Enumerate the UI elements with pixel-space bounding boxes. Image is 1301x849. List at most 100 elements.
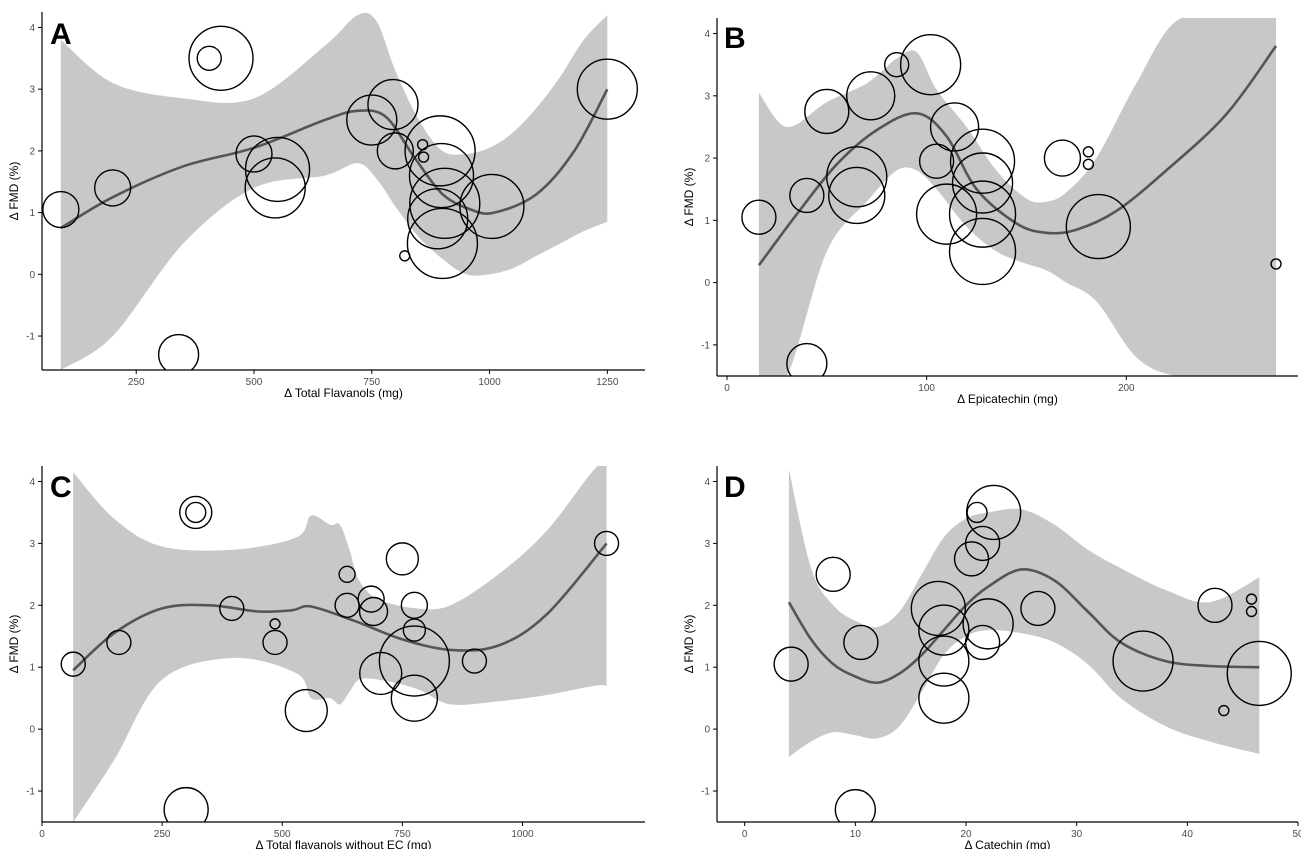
y-tick-label: 3 bbox=[29, 85, 35, 96]
data-point bbox=[1245, 593, 1258, 605]
data-point bbox=[948, 180, 1017, 248]
data-point bbox=[244, 157, 306, 219]
data-point bbox=[915, 183, 978, 245]
y-tick-label: 1 bbox=[704, 663, 710, 674]
data-point bbox=[196, 45, 222, 71]
data-point bbox=[378, 625, 451, 697]
panel-a: -1 0 1 2 3 4 250 500 750 1000 1250 Δ Total Flavanol… bbox=[7, 12, 645, 400]
x-tick-label: 0 bbox=[39, 829, 45, 840]
data-point bbox=[773, 646, 809, 682]
y-tick-label: 4 bbox=[29, 23, 35, 34]
y-tick-label: 4 bbox=[29, 477, 35, 488]
panel-letter: C bbox=[50, 471, 72, 504]
x-tick-label: 10 bbox=[850, 829, 862, 840]
x-tick-label: 0 bbox=[724, 383, 730, 394]
y-tick-label: 4 bbox=[704, 477, 710, 488]
data-point bbox=[899, 33, 962, 96]
data-point bbox=[1218, 704, 1230, 717]
y-tick-label: 2 bbox=[29, 601, 35, 612]
trend-line bbox=[787, 568, 1260, 685]
data-point bbox=[576, 58, 639, 120]
data-point bbox=[367, 78, 419, 131]
data-point bbox=[918, 635, 970, 687]
data-point bbox=[179, 495, 213, 530]
x-tick-label: 200 bbox=[1118, 383, 1135, 394]
data-point bbox=[846, 71, 896, 121]
data-point bbox=[918, 604, 970, 656]
data-point bbox=[404, 115, 476, 187]
data-point bbox=[815, 556, 851, 593]
data-point bbox=[789, 177, 825, 214]
x-tick-label: 1250 bbox=[596, 377, 619, 388]
data-point bbox=[390, 674, 439, 722]
data-point bbox=[357, 585, 385, 613]
data-point bbox=[284, 688, 328, 733]
data-point bbox=[185, 501, 207, 524]
y-axis-label: Δ FMD (%) bbox=[7, 615, 21, 674]
trend-line bbox=[72, 542, 608, 672]
data-point bbox=[376, 132, 415, 170]
confidence-band bbox=[758, 18, 1276, 376]
data-point bbox=[60, 651, 86, 677]
y-axis-label: Δ FMD (%) bbox=[682, 168, 696, 227]
plot-area bbox=[741, 18, 1282, 376]
data-point bbox=[948, 217, 1017, 286]
data-point bbox=[163, 786, 209, 822]
data-point bbox=[1197, 587, 1233, 624]
data-point bbox=[1082, 158, 1095, 171]
x-tick-label: 40 bbox=[1182, 829, 1194, 840]
plot-area bbox=[42, 12, 639, 370]
data-point bbox=[417, 151, 430, 163]
x-tick-label: 100 bbox=[918, 383, 935, 394]
y-tick-label: 0 bbox=[704, 725, 710, 736]
data-point bbox=[406, 207, 479, 280]
x-axis-label: Δ Epicatechin (mg) bbox=[957, 392, 1058, 406]
y-tick-label: 2 bbox=[704, 601, 710, 612]
panel-letter: A bbox=[50, 18, 72, 51]
data-point bbox=[951, 152, 1014, 214]
data-point bbox=[962, 598, 1014, 650]
data-point bbox=[358, 596, 389, 627]
y-axis-label: Δ FMD (%) bbox=[7, 162, 21, 221]
y-tick-label: 2 bbox=[29, 146, 35, 157]
data-point bbox=[459, 173, 525, 240]
x-tick-label: 1000 bbox=[478, 377, 501, 388]
x-tick-label: 30 bbox=[1071, 829, 1083, 840]
x-axis-label: Δ Catechin (mg) bbox=[964, 838, 1050, 849]
panel-b: -1 0 1 2 3 4 0 100 200 Δ Epicatechin (mg) Δ FMD (%… bbox=[682, 18, 1298, 406]
data-point bbox=[262, 629, 288, 656]
y-tick-label: 2 bbox=[704, 154, 710, 165]
y-tick-label: 4 bbox=[704, 29, 710, 40]
data-point bbox=[883, 51, 910, 78]
y-axis-label: Δ FMD (%) bbox=[682, 615, 696, 674]
x-tick-label: 50 bbox=[1292, 829, 1301, 840]
y-tick-label: -1 bbox=[26, 787, 35, 798]
data-point bbox=[338, 565, 356, 584]
data-point bbox=[910, 580, 967, 637]
data-point bbox=[918, 143, 955, 179]
panel-letter: D bbox=[724, 471, 746, 504]
data-point bbox=[1226, 640, 1292, 707]
data-point bbox=[235, 135, 273, 173]
data-point bbox=[826, 146, 888, 208]
x-tick-label: 500 bbox=[246, 377, 263, 388]
y-tick-label: 1 bbox=[29, 208, 35, 219]
data-point bbox=[269, 618, 281, 630]
panel-c: -1 0 1 2 3 4 0 250 500 750 1000 Δ Total flavanols w… bbox=[7, 466, 645, 849]
data-point bbox=[244, 136, 311, 203]
data-point bbox=[918, 672, 970, 724]
data-point bbox=[408, 142, 475, 209]
data-point bbox=[42, 190, 80, 229]
y-tick-label: 1 bbox=[29, 663, 35, 674]
data-point bbox=[1112, 630, 1174, 692]
data-point bbox=[219, 595, 245, 622]
data-point bbox=[964, 624, 1001, 661]
data-point bbox=[1082, 146, 1095, 158]
confidence-band bbox=[788, 469, 1260, 757]
panel-letter: B bbox=[724, 22, 746, 55]
x-axis-label: Δ Total Flavanols (mg) bbox=[284, 386, 403, 400]
data-point bbox=[385, 542, 420, 576]
y-tick-label: 0 bbox=[704, 278, 710, 289]
y-tick-label: 0 bbox=[29, 725, 35, 736]
